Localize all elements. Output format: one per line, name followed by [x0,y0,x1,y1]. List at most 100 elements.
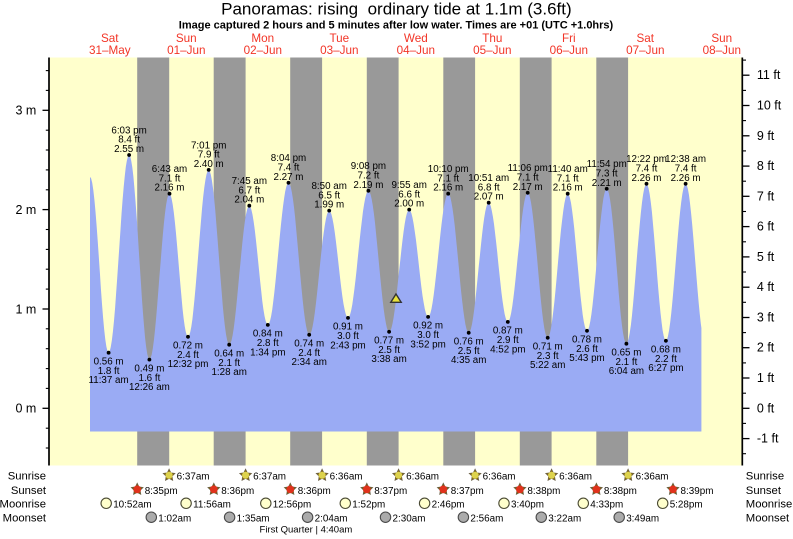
svg-text:2.16 m: 2.16 m [433,183,463,194]
svg-text:2.17 m: 2.17 m [513,182,543,193]
svg-text:3 m: 3 m [15,104,36,118]
svg-text:2.6 ft: 2.6 ft [576,344,598,355]
svg-text:1.99 m: 1.99 m [314,200,344,211]
svg-text:0.65 m: 0.65 m [611,348,641,359]
svg-text:1:28 am: 1:28 am [211,367,246,378]
svg-text:2.27 m: 2.27 m [274,172,304,183]
svg-text:7.4 ft: 7.4 ft [675,164,697,175]
svg-text:6.5 ft: 6.5 ft [318,190,340,201]
svg-text:2.4 ft: 2.4 ft [298,348,320,359]
svg-text:7.2 ft: 7.2 ft [358,171,380,182]
svg-text:10 ft: 10 ft [757,99,782,113]
svg-text:10:10 pm: 10:10 pm [428,164,469,175]
svg-text:01–Jun: 01–Jun [167,44,205,57]
svg-text:8.4 ft: 8.4 ft [118,135,140,146]
svg-text:Moonrise: Moonrise [0,499,46,511]
svg-text:Moonrise: Moonrise [746,499,792,511]
svg-text:2.40 m: 2.40 m [194,159,224,170]
svg-text:08–Jun: 08–Jun [703,44,741,57]
svg-text:07–Jun: 07–Jun [626,44,664,57]
svg-text:2.00 m: 2.00 m [394,199,424,210]
svg-text:02–Jun: 02–Jun [244,44,282,57]
svg-text:5:28pm: 5:28pm [670,500,703,511]
svg-text:9:55 am: 9:55 am [391,180,426,191]
svg-text:12:22 pm: 12:22 pm [626,154,667,165]
svg-text:Image captured 2 hours and 5 m: Image captured 2 hours and 5 minutes aft… [179,20,614,32]
svg-text:0.49 m: 0.49 m [134,363,164,374]
svg-text:Panoramas: rising ordinary ti: Panoramas: rising ordinary tide at 1.1m … [221,0,572,19]
svg-text:Moonset: Moonset [746,512,790,524]
svg-text:11:56am: 11:56am [193,500,231,511]
svg-text:2:46pm: 2:46pm [432,500,465,511]
svg-text:Tue: Tue [329,32,349,45]
svg-text:2:56am: 2:56am [470,513,503,524]
svg-text:4:35 am: 4:35 am [451,355,486,366]
svg-text:Fri: Fri [562,32,576,45]
svg-text:6:37am: 6:37am [177,472,210,483]
svg-text:4:52 pm: 4:52 pm [490,344,525,355]
svg-text:3:38 am: 3:38 am [371,354,406,365]
svg-text:0.74 m: 0.74 m [294,339,324,350]
svg-text:1:02am: 1:02am [158,513,191,524]
svg-text:12:56pm: 12:56pm [273,500,311,511]
svg-text:8:38pm: 8:38pm [527,486,560,497]
svg-text:Sunrise: Sunrise [8,471,46,483]
svg-text:0.72 m: 0.72 m [173,341,203,352]
svg-text:0.76 m: 0.76 m [454,337,484,348]
svg-text:31–May: 31–May [89,44,131,57]
svg-text:2.21 m: 2.21 m [592,178,622,189]
svg-text:7.1 ft: 7.1 ft [437,173,459,184]
svg-text:2 ft: 2 ft [757,341,775,355]
svg-text:1.6 ft: 1.6 ft [139,373,161,384]
svg-text:1.8 ft: 1.8 ft [98,366,120,377]
svg-text:6:03 pm: 6:03 pm [111,125,146,136]
svg-text:2.26 m: 2.26 m [632,173,662,184]
svg-text:2.55 m: 2.55 m [114,144,144,155]
svg-text:0.71 m: 0.71 m [533,342,563,353]
svg-text:0.84 m: 0.84 m [253,329,283,340]
svg-text:6.7 ft: 6.7 ft [238,185,260,196]
svg-text:First Quarter | 4:40am: First Quarter | 4:40am [260,525,353,536]
svg-text:6:36am: 6:36am [559,472,592,483]
svg-text:5 ft: 5 ft [757,250,775,264]
svg-text:8:38pm: 8:38pm [604,486,637,497]
svg-text:3 ft: 3 ft [757,311,775,325]
svg-text:2.19 m: 2.19 m [353,180,383,191]
svg-text:7.1 ft: 7.1 ft [557,173,579,184]
svg-text:8:35pm: 8:35pm [145,486,178,497]
svg-text:04–Jun: 04–Jun [397,44,435,57]
svg-text:1:34 pm: 1:34 pm [250,347,285,358]
svg-text:3.0 ft: 3.0 ft [417,330,439,341]
svg-text:2.2 ft: 2.2 ft [655,354,677,365]
svg-text:6:37am: 6:37am [253,472,286,483]
svg-text:7.4 ft: 7.4 ft [636,164,658,175]
svg-text:4:33pm: 4:33pm [590,500,623,511]
svg-text:9:08 pm: 9:08 pm [351,161,386,172]
svg-text:6:43 am: 6:43 am [152,164,187,175]
svg-text:Sun: Sun [176,32,197,45]
svg-text:03–Jun: 03–Jun [320,44,358,57]
svg-text:3:49am: 3:49am [626,513,659,524]
svg-text:12:26 am: 12:26 am [129,382,170,393]
svg-text:2:34 am: 2:34 am [291,357,326,368]
svg-text:2.9 ft: 2.9 ft [497,335,519,346]
svg-text:0.68 m: 0.68 m [651,345,681,356]
svg-text:7.1 ft: 7.1 ft [159,173,181,184]
svg-text:8 ft: 8 ft [757,159,775,173]
svg-text:0.91 m: 0.91 m [333,322,363,333]
svg-text:0.92 m: 0.92 m [413,321,443,332]
svg-text:8:36pm: 8:36pm [298,486,331,497]
svg-text:10:52am: 10:52am [113,500,151,511]
svg-text:8:50 am: 8:50 am [311,181,346,192]
svg-text:2.8 ft: 2.8 ft [257,338,279,349]
svg-text:2:43 pm: 2:43 pm [330,340,365,351]
svg-text:10:51 am: 10:51 am [468,173,509,184]
svg-text:3:40pm: 3:40pm [511,500,544,511]
svg-text:2.16 m: 2.16 m [155,183,185,194]
svg-text:2.5 ft: 2.5 ft [458,346,480,357]
svg-text:Sat: Sat [101,32,119,45]
svg-text:7:45 am: 7:45 am [232,176,267,187]
svg-text:6:27 pm: 6:27 pm [648,363,683,374]
svg-text:12:38 am: 12:38 am [665,154,706,165]
svg-text:7.1 ft: 7.1 ft [517,173,539,184]
